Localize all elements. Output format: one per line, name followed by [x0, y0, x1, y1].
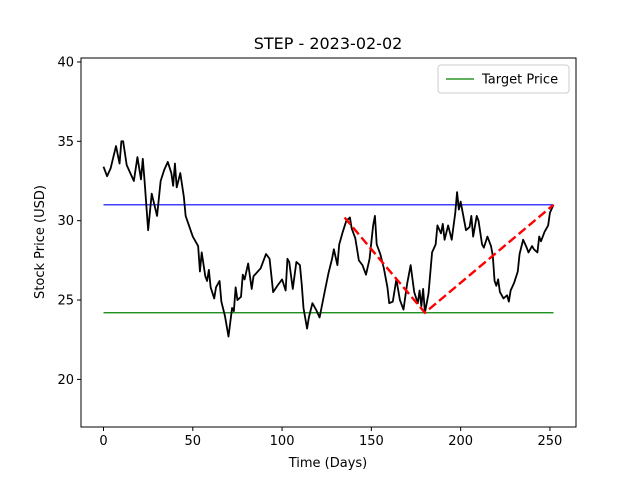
y-tick-label: 25: [57, 294, 74, 309]
price-line: [102, 140, 555, 338]
y-axis-label: Stock Price (USD): [33, 185, 48, 299]
legend-label: Target Price: [481, 73, 558, 88]
y-tick-label: 20: [57, 373, 74, 388]
x-tick-label: 100: [270, 434, 295, 449]
x-tick-label: 50: [185, 434, 202, 449]
x-tick-label: 0: [99, 434, 107, 449]
x-tick-label: 250: [538, 434, 563, 449]
legend-box: [437, 64, 570, 94]
y-tick-label: 40: [57, 55, 74, 70]
x-axis-label: Time (Days): [288, 456, 368, 471]
x-tick-label: 200: [448, 434, 473, 449]
x-tick-label: 150: [359, 434, 384, 449]
pattern-line: [343, 203, 555, 315]
y-tick-label: 30: [57, 214, 74, 229]
y-tick-label: 35: [57, 135, 74, 150]
plot-frame: [80, 57, 577, 428]
chart-title: STEP - 2023-02-02: [254, 34, 403, 53]
